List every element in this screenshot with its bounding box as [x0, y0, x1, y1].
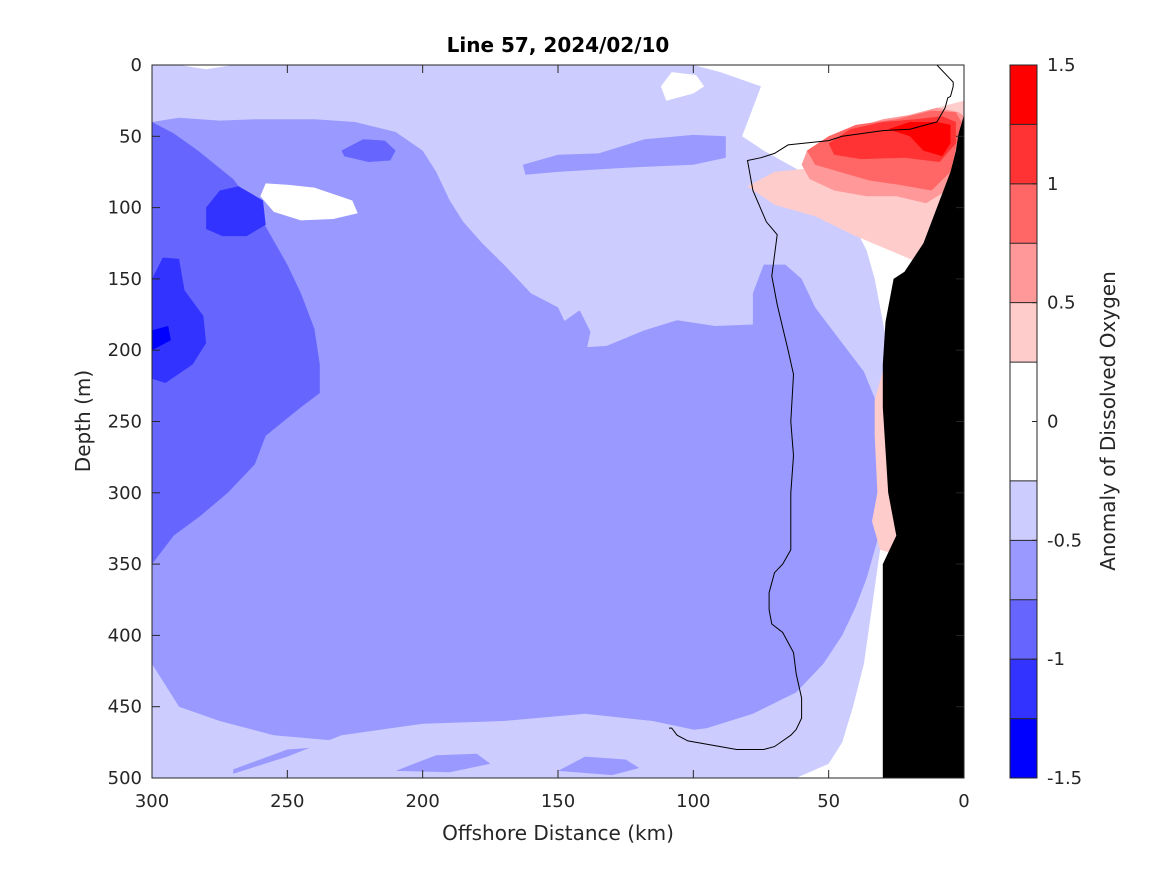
colorbar-band-4	[1010, 480, 1037, 541]
y-tick-label-10: 500	[108, 768, 142, 789]
colorbar-tick-label-0: 1.5	[1047, 55, 1076, 76]
anomaly-region-13	[219, 713, 797, 778]
zero-contour-line	[669, 64, 954, 750]
colorbar-band-8	[1010, 183, 1037, 244]
y-tick-label-6: 300	[108, 483, 142, 504]
x-tick-label-3: 150	[541, 791, 575, 812]
colorbar-band-2	[1010, 599, 1037, 660]
x-tick-label-5: 50	[817, 791, 840, 812]
colorbar-tick-label-6: -1.5	[1047, 768, 1082, 789]
colorbar-band-6	[1010, 302, 1037, 363]
anomaly-region-6	[341, 139, 396, 162]
x-tick-label-2: 200	[405, 791, 439, 812]
anomaly-region-14	[395, 753, 491, 773]
colorbar-tick-label-1: 1	[1047, 174, 1058, 195]
colorbar-band-1	[1010, 659, 1037, 719]
y-axis-ticks: 0 50 100 150 200 250 300 350 400 450 500	[108, 55, 964, 789]
colorbar-label: Anomaly of Dissolved Oxygen	[1096, 271, 1120, 571]
anomaly-region-9	[260, 183, 358, 221]
y-axis-label: Depth (m)	[71, 370, 95, 472]
anomaly-region-20	[888, 122, 951, 157]
colorbar-tick-label-3: 0	[1047, 412, 1058, 433]
y-tick-label-1: 50	[119, 126, 142, 147]
colorbar-tick-label-4: -0.5	[1047, 530, 1082, 551]
plot-area	[151, 64, 965, 779]
anomaly-region-3	[152, 257, 207, 383]
colorbar-tick-label-2: 0.5	[1047, 293, 1076, 314]
y-tick-label-5: 250	[108, 412, 142, 433]
x-axis-label: Offshore Distance (km)	[442, 821, 674, 845]
anomaly-region-8	[552, 310, 591, 361]
x-tick-label-1: 250	[270, 791, 304, 812]
anomaly-region-10	[660, 72, 705, 101]
y-tick-label-3: 150	[108, 269, 142, 290]
colorbar-tick-label-5: -1	[1047, 649, 1065, 670]
colorbar-band-10	[1010, 65, 1037, 125]
seafloor-mask	[882, 114, 964, 778]
anomaly-region-7	[522, 134, 726, 175]
anomaly-region-5	[152, 326, 171, 351]
y-tick-label-2: 100	[108, 198, 142, 219]
anomaly-region-16	[747, 100, 964, 557]
anomaly-region-4	[206, 186, 266, 237]
x-tick-label-6: 0	[958, 791, 969, 812]
y-tick-label-8: 400	[108, 625, 142, 646]
colorbar-band-9	[1010, 124, 1037, 184]
x-tick-label-4: 100	[676, 791, 710, 812]
colorbar: 1.5 1 0.5 0 -0.5 -1 -1.5	[1009, 55, 1082, 789]
x-tick-label-0: 300	[135, 791, 169, 812]
y-tick-label-4: 200	[108, 340, 142, 361]
anomaly-region-15	[558, 756, 640, 776]
colorbar-band-7	[1010, 243, 1037, 303]
anomaly-region-2	[152, 122, 320, 565]
chart-title: Line 57, 2024/02/10	[447, 33, 670, 57]
colorbar-band-0	[1010, 718, 1037, 778]
y-tick-label-0: 0	[131, 55, 142, 76]
colorbar-band-3	[1010, 540, 1037, 600]
anomaly-region-1	[152, 117, 889, 747]
y-tick-label-9: 450	[108, 697, 142, 718]
x-axis-ticks: 300 250 200 150 100 50 0	[135, 65, 970, 812]
bathymetry-mask	[882, 114, 964, 778]
contour-lines	[669, 64, 954, 750]
regions-layer	[152, 65, 964, 778]
y-tick-label-7: 350	[108, 554, 142, 575]
